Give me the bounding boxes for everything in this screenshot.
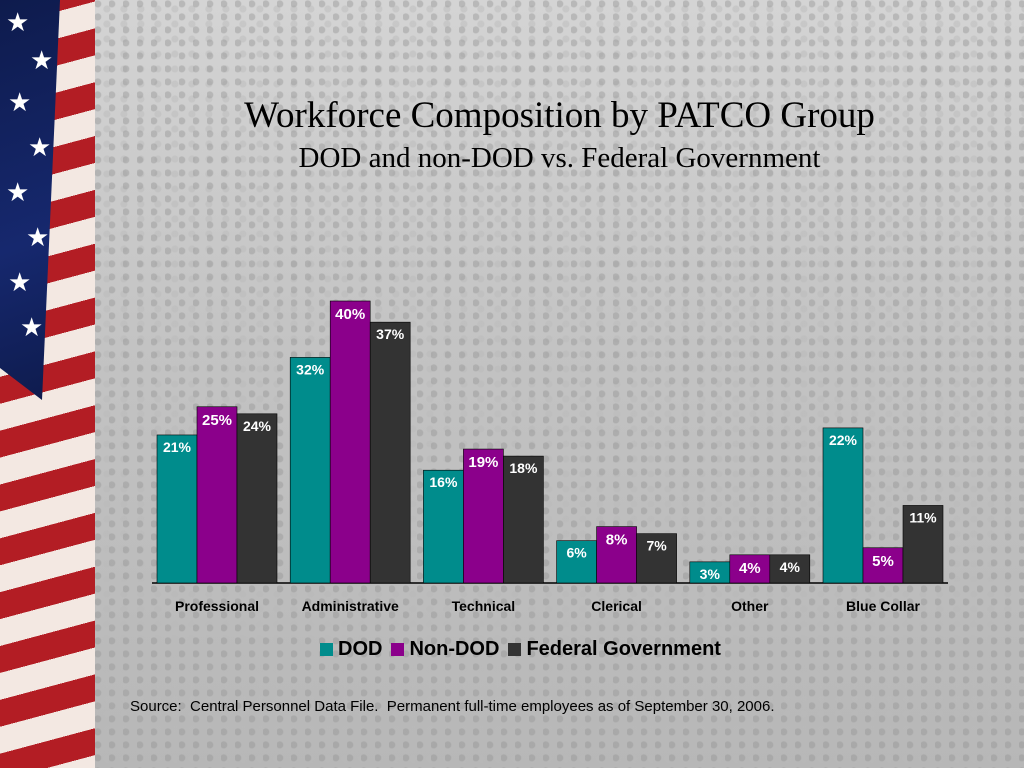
data-label-dod: 21% [163,439,192,455]
chart-subtitle: DOD and non-DOD vs. Federal Government [298,142,821,174]
legend-item-non-dod: Non-DOD [391,638,499,661]
legend-label-non-dod: Non-DOD [409,638,500,660]
category-label: Technical [452,598,516,614]
source-note: Source: Central Personnel Data File. Per… [130,698,775,715]
legend-swatch-non-dod [391,643,405,656]
data-label-federal-government: 24% [243,418,272,434]
data-label-federal-government: 7% [646,538,667,554]
bar-non-dod [196,406,238,584]
crowd-background-photo [95,0,1024,768]
star-icon: ★ [30,46,54,76]
category-label: Other [731,598,769,614]
data-label-non-dod: 4% [739,560,761,577]
bar-dod [423,469,464,584]
data-label-non-dod: 25% [202,412,232,429]
star-icon: ★ [6,178,30,208]
bar-dod [289,357,331,584]
star-icon: ★ [20,313,44,343]
category-label: Professional [175,598,259,614]
star-icon: ★ [6,8,30,38]
bar-federal-government [503,455,544,584]
star-icon: ★ [26,223,50,253]
bar-dod [822,427,864,584]
bar-federal-government [636,533,677,584]
bar-dod [156,434,198,584]
data-label-dod: 32% [296,361,325,377]
data-label-dod: 16% [429,474,458,490]
data-label-non-dod: 5% [872,553,894,570]
chart-title: Workforce Composition by PATCO Group [244,95,875,136]
star-icon: ★ [8,88,32,118]
legend-swatch-federal [508,643,522,656]
legend-item-dod: DOD [320,638,382,661]
data-label-non-dod: 40% [335,306,365,323]
bar-non-dod [463,448,504,584]
bar-federal-government [369,321,411,584]
american-flag-decoration: ★ ★ ★ ★ ★ ★ ★ ★ [0,0,95,768]
category-label: Clerical [591,598,642,614]
data-label-non-dod: 19% [468,454,498,471]
bar-non-dod [862,547,904,584]
bar-federal-government [236,413,278,584]
data-label-non-dod: 8% [606,532,628,549]
data-label-dod: 6% [566,545,587,561]
category-label: Blue Collar [846,598,920,614]
data-label-federal-government: 4% [780,559,801,575]
bar-non-dod [329,300,371,584]
bar-federal-government [902,505,944,584]
data-label-dod: 3% [700,566,721,582]
chart-legend: DOD Non-DOD Federal Government [320,638,730,661]
data-label-federal-government: 37% [376,326,405,342]
legend-item-federal: Federal Government [508,638,721,661]
legend-swatch-dod [320,643,333,656]
data-label-federal-government: 18% [509,460,538,476]
bar-federal-government [769,554,811,584]
bar-non-dod [729,554,771,584]
data-label-federal-government: 11% [909,509,937,525]
bar-non-dod [596,526,637,584]
category-label: Administrative [302,598,399,614]
legend-label-federal: Federal Government [526,638,721,660]
star-icon: ★ [8,268,32,298]
legend-label-dod: DOD [338,638,383,660]
star-icon: ★ [28,133,52,163]
data-label-dod: 22% [829,432,858,448]
